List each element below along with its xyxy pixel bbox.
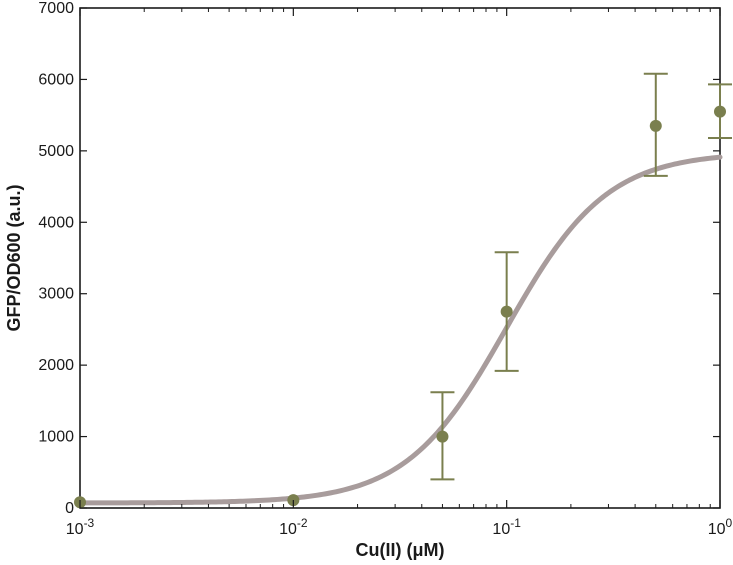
y-tick-label: 5000 [38,143,74,160]
x-tick-label: 100 [708,516,733,538]
plot-frame [79,7,721,509]
x-tick-label: 10-3 [66,516,95,538]
y-tick-label: 6000 [38,71,74,88]
y-axis-ticks: 0 1000 2000 3000 4000 5000 6000 7000 [38,0,720,517]
data-point [500,305,513,318]
data-point [649,119,662,132]
x-axis-ticks: 10-3 10-2 10-1 100 [66,8,733,538]
data-point [714,105,726,118]
data-point [436,430,449,443]
x-tick-label: 10-1 [492,516,521,538]
y-tick-label: 2000 [38,357,74,374]
fit-curve-layer [77,154,723,506]
x-tick-label: 10-2 [279,516,308,538]
fit-curve-line [77,154,723,506]
y-tick-label: 1000 [38,429,74,446]
y-tick-label: 7000 [38,0,74,17]
y-tick-label: 3000 [38,286,74,303]
y-axis-label: GFP/OD600 (a.u.) [4,184,24,331]
y-tick-label: 4000 [38,214,74,231]
y-tick-label: 0 [65,500,74,517]
data-points-layer [74,72,732,509]
x-axis-label: Cu(II) (μM) [356,540,445,560]
